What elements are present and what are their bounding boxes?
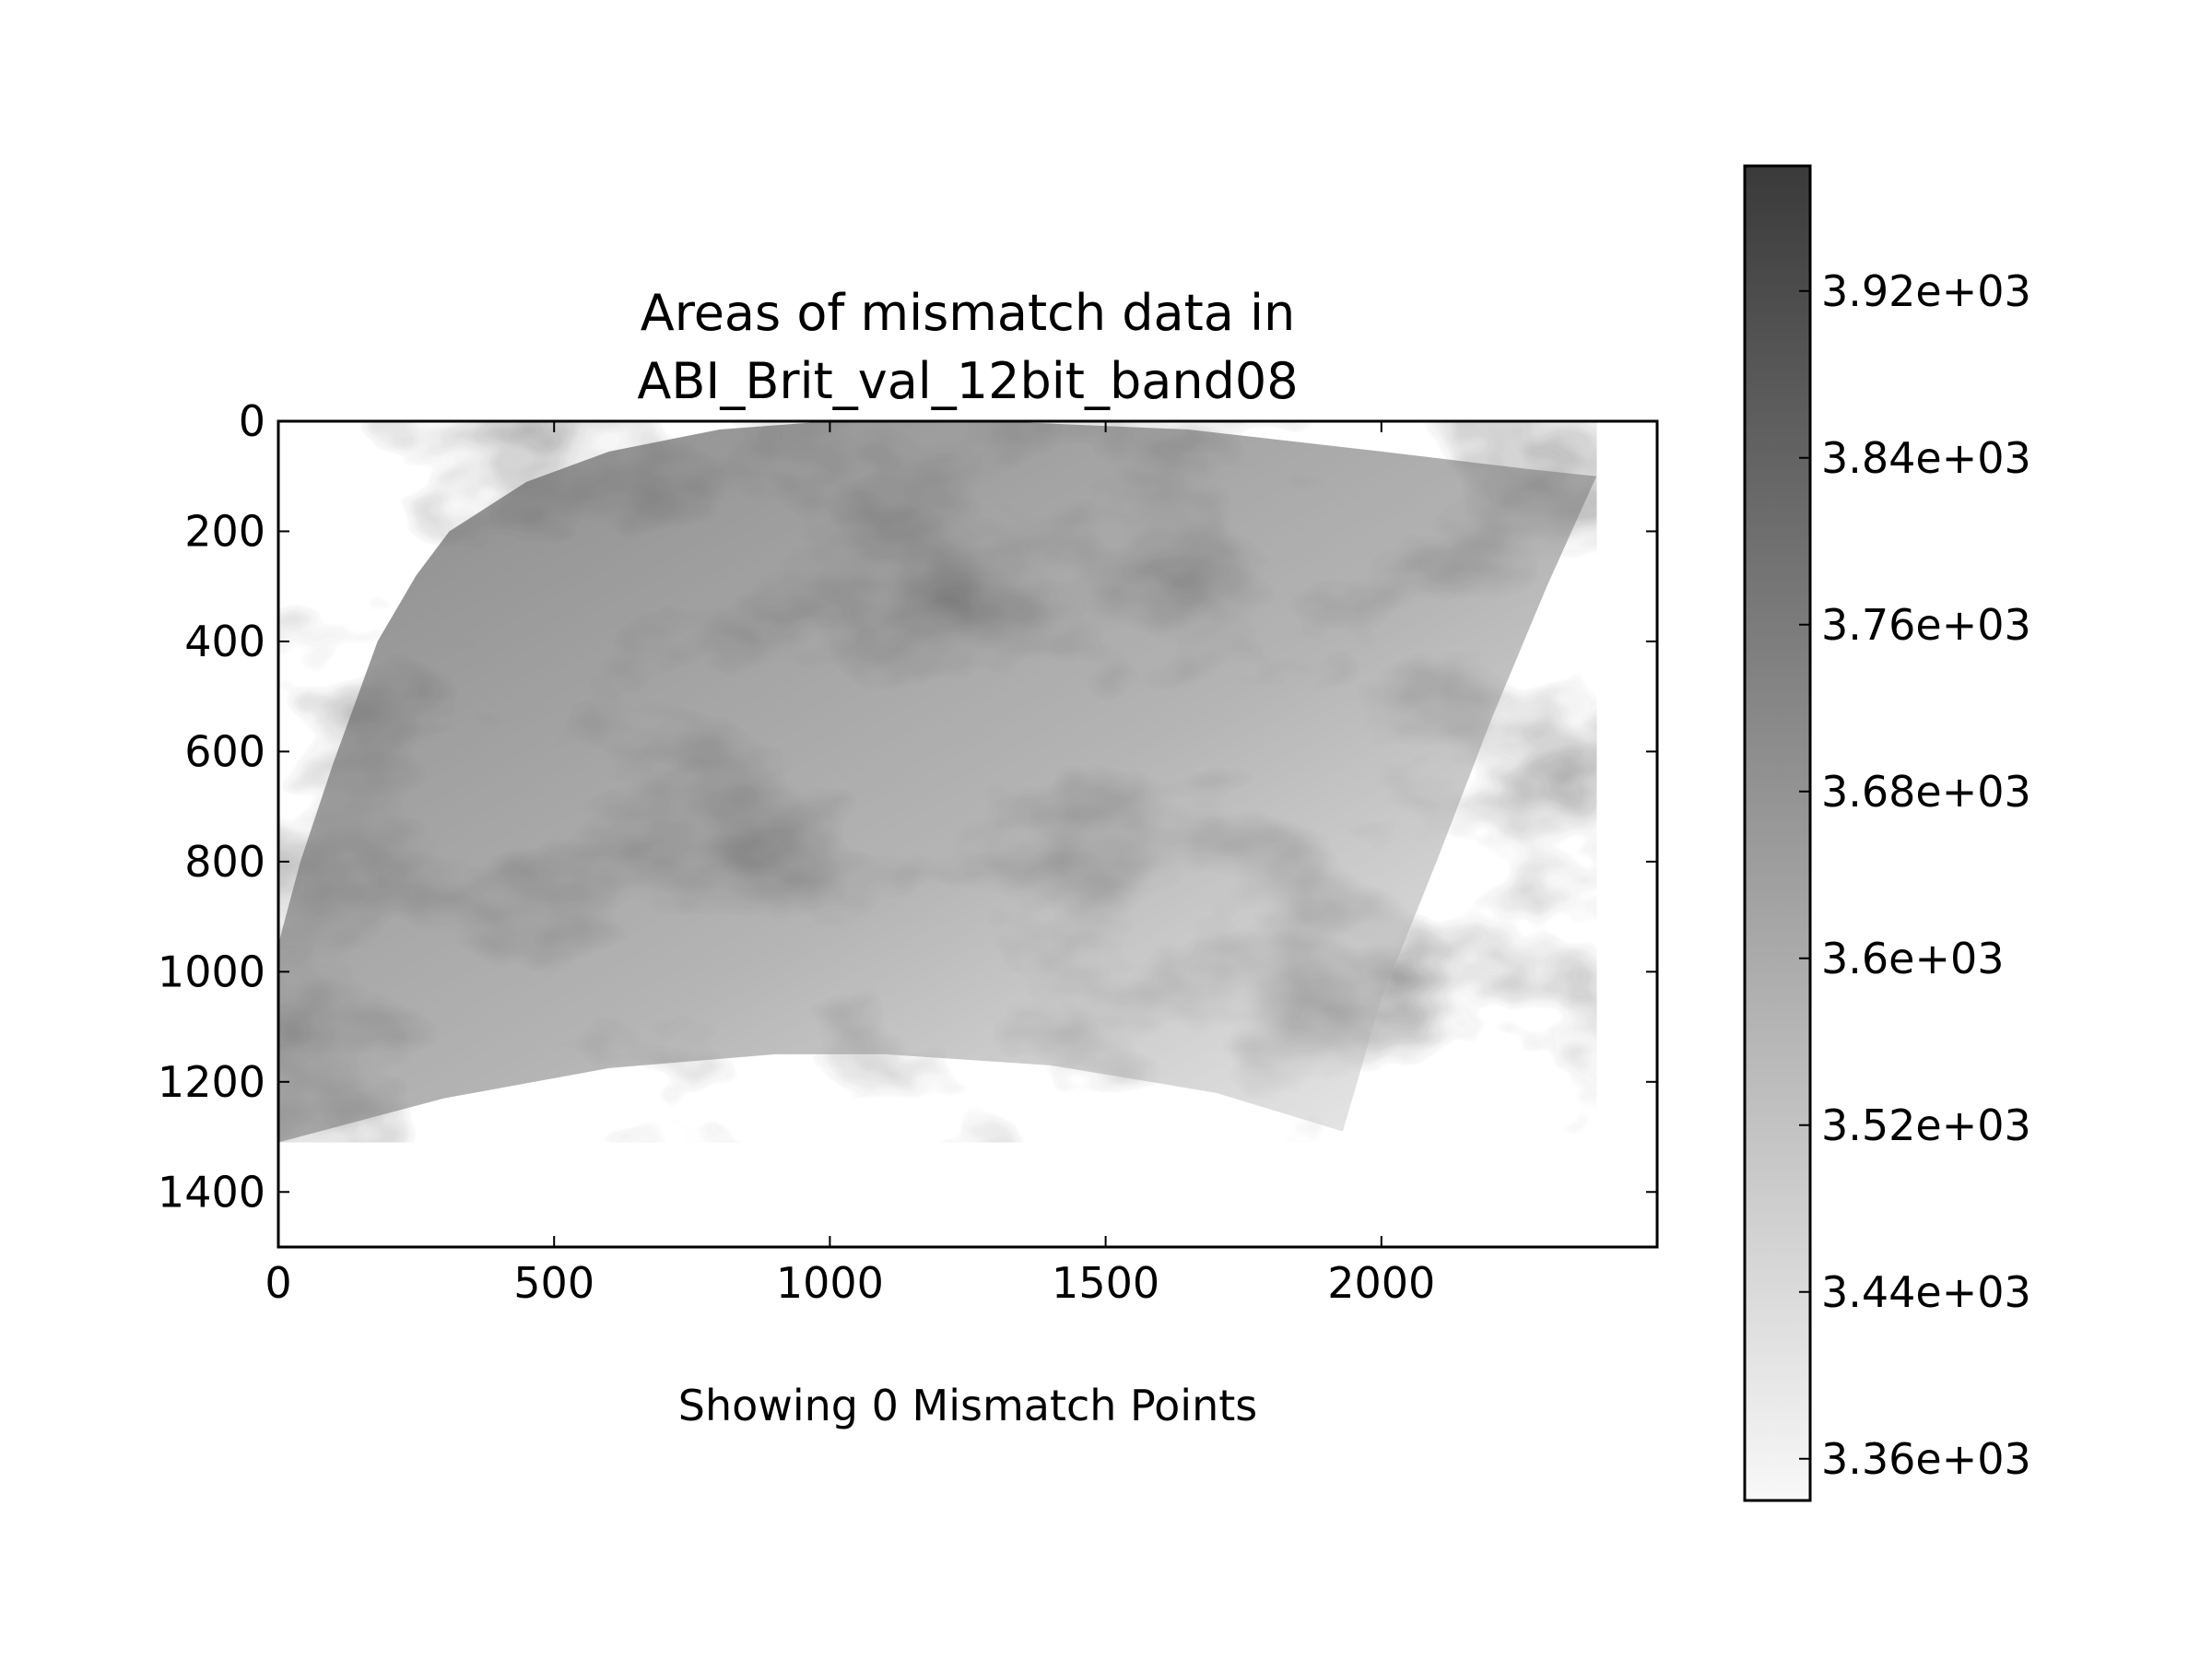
plot-frame bbox=[276, 419, 1659, 1249]
y-tick-label: 800 bbox=[184, 837, 265, 887]
y-tick-label: 200 bbox=[184, 506, 265, 556]
x-tick-label: 1000 bbox=[776, 1258, 884, 1308]
colorbar-tick-label: 3.92e+03 bbox=[1821, 266, 2031, 316]
y-tick-label: 1200 bbox=[158, 1057, 265, 1107]
colorbar-tick-label: 3.44e+03 bbox=[1821, 1267, 2031, 1317]
x-tick-label: 1500 bbox=[1052, 1258, 1159, 1308]
plot-area: 0 500 1000 1500 2000 0 200 400 600 800 1000 1200 14… bbox=[158, 396, 1659, 1308]
colorbar-tick-label: 3.52e+03 bbox=[1821, 1100, 2031, 1150]
y-tick-label: 600 bbox=[184, 726, 265, 776]
colorbar-tick-label: 3.68e+03 bbox=[1821, 767, 2031, 817]
y-tick-label: 1400 bbox=[158, 1167, 265, 1217]
colorbar-tick-label: 3.36e+03 bbox=[1821, 1434, 2031, 1484]
x-tick-label: 0 bbox=[265, 1258, 291, 1308]
x-axis: 0 500 1000 1500 2000 bbox=[265, 421, 1435, 1308]
satellite-image-region bbox=[278, 421, 1597, 1143]
chart-title-line-2: ABI_Brit_val_12bit_band08 bbox=[637, 352, 1298, 410]
y-axis: 0 200 400 600 800 1000 1200 1400 bbox=[158, 396, 1657, 1217]
colorbar-tick-label: 3.76e+03 bbox=[1821, 600, 2031, 650]
y-tick-label: 1000 bbox=[158, 947, 265, 996]
y-tick-label: 400 bbox=[184, 617, 265, 666]
colorbar-tick-label: 3.84e+03 bbox=[1821, 433, 2031, 483]
chart-title-line-1: Areas of mismatch data in bbox=[641, 284, 1296, 342]
x-tick-label: 2000 bbox=[1327, 1258, 1435, 1308]
y-tick-label: 0 bbox=[239, 396, 265, 446]
x-tick-label: 500 bbox=[513, 1258, 594, 1308]
colorbar-tick-label: 3.6e+03 bbox=[1821, 934, 2005, 983]
colorbar-gradient bbox=[1743, 164, 1812, 1502]
colorbar: 3.92e+03 3.84e+03 3.76e+03 3.68e+03 3.6e+03 3… bbox=[1743, 164, 2031, 1502]
colorbar-ticks: 3.92e+03 3.84e+03 3.76e+03 3.68e+03 3.6e+03 3… bbox=[1799, 266, 2031, 1484]
x-axis-label: Showing 0 Mismatch Points bbox=[678, 1381, 1257, 1430]
